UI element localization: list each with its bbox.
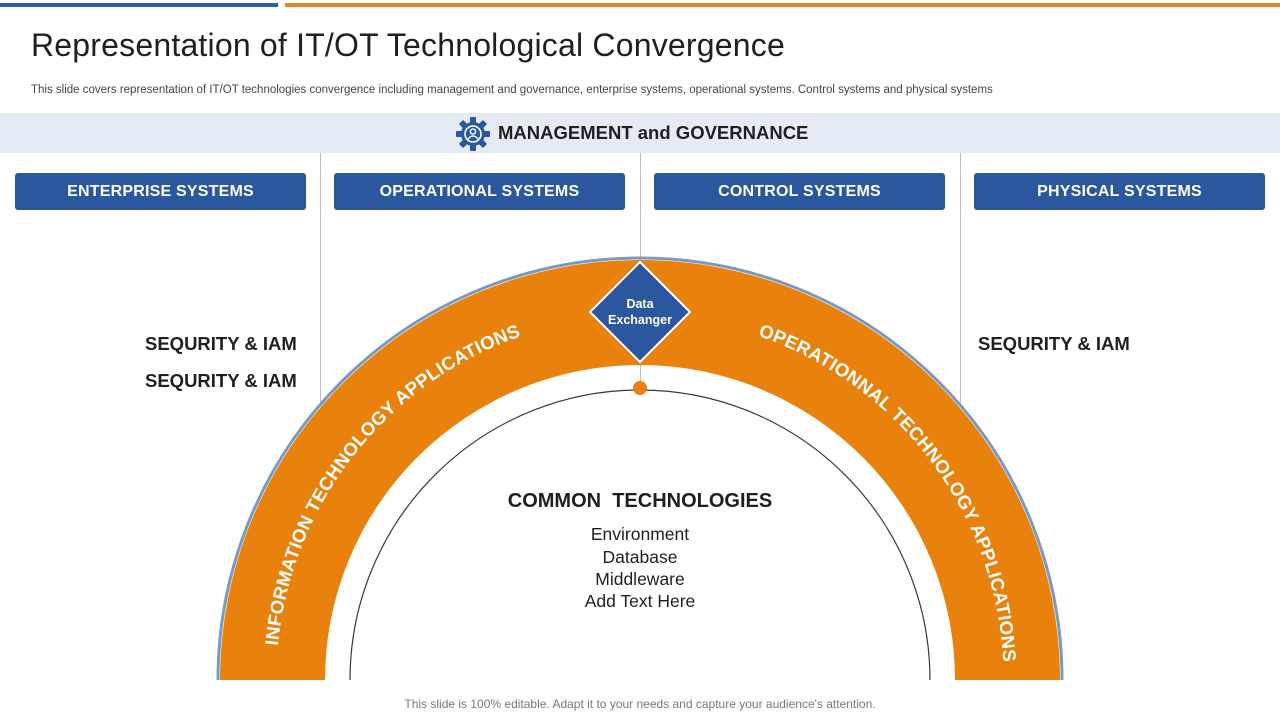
common-tech-item: Add Text Here [585,591,696,611]
column-divider [320,153,321,403]
data-exchanger-diamond [588,260,692,364]
footer-note: This slide is 100% editable. Adapt it to… [404,697,876,711]
arch-band [220,260,1060,680]
top-accent-bar-blue [0,3,278,7]
common-tech-item: Database [603,547,678,567]
page-subtitle: This slide covers representation of IT/O… [31,84,993,96]
column-divider [960,153,961,403]
management-governance-label: MANAGEMENT and GOVERNANCE [498,122,809,143]
control-systems-header: CONTROL SYSTEMS [654,173,945,210]
page-title: Representation of IT/OT Technological Co… [31,27,785,63]
physical-systems-header: PHYSICAL SYSTEMS [974,173,1265,210]
gear-icon [456,117,490,151]
security-iam-label: SEQURITY & IAM [145,370,297,391]
arch-outer-rim [216,256,1064,681]
data-exchanger-label-line2: Exchanger [608,313,672,327]
data-exchanger-label-line1: Data [626,297,654,311]
security-iam-label: SEQURITY & IAM [978,333,1130,354]
operational-systems-header: OPERATIONAL SYSTEMS [334,173,625,210]
enterprise-systems-header: ENTERPRISE SYSTEMS [15,173,306,210]
common-tech-item: Environment [591,524,689,544]
security-iam-label: SEQURITY & IAM [145,333,297,354]
common-technologies-heading: COMMON TECHNOLOGIES [508,490,772,512]
management-band [0,113,1280,153]
common-tech-item: Middleware [595,569,684,589]
connector-dot [633,381,647,395]
top-accent-bar-orange [285,3,1280,7]
